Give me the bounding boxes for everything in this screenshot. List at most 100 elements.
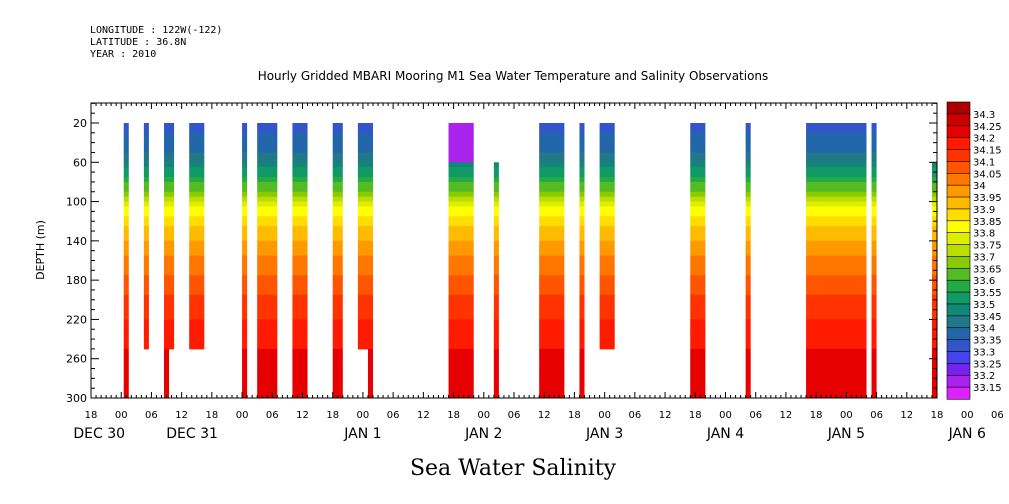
salinity-cell xyxy=(690,162,706,168)
salinity-cell xyxy=(189,132,205,139)
salinity-cell xyxy=(579,255,585,261)
salinity-cell xyxy=(493,226,499,232)
x-day-label: JAN 3 xyxy=(585,426,623,442)
salinity-cell xyxy=(164,304,175,311)
salinity-cell xyxy=(242,142,248,149)
x-tick-label: 12 xyxy=(900,410,913,421)
salinity-cell xyxy=(164,127,175,134)
salinity-cell xyxy=(599,299,615,306)
salinity-cell xyxy=(690,226,706,232)
salinity-cell xyxy=(806,358,867,365)
salinity-cell xyxy=(806,221,867,227)
salinity-cell xyxy=(242,177,248,183)
salinity-cell xyxy=(599,127,615,134)
salinity-cell xyxy=(579,388,585,394)
salinity-cell xyxy=(599,240,615,247)
salinity-cell xyxy=(123,216,129,222)
salinity-cell xyxy=(493,162,499,168)
salinity-cell xyxy=(931,309,937,316)
salinity-cell xyxy=(745,196,751,203)
salinity-cell xyxy=(493,294,499,301)
salinity-cell xyxy=(579,152,585,158)
colorbar-swatch xyxy=(946,196,971,210)
salinity-cell xyxy=(599,162,615,168)
salinity-cell xyxy=(357,127,373,134)
colorbar-swatch xyxy=(946,244,971,258)
salinity-cell xyxy=(189,250,205,257)
salinity-cell xyxy=(871,275,877,281)
salinity-cell xyxy=(871,260,877,266)
salinity-cell xyxy=(332,353,343,360)
salinity-cell xyxy=(123,137,129,144)
salinity-cell xyxy=(123,299,129,306)
salinity-cell xyxy=(357,196,373,203)
salinity-cell xyxy=(931,226,937,232)
y-tick-label: 300 xyxy=(66,392,87,405)
salinity-cell xyxy=(806,137,867,144)
salinity-cell xyxy=(242,181,248,188)
colorbar-swatch xyxy=(946,386,971,400)
salinity-cell xyxy=(189,260,205,266)
x-day-label: JAN 2 xyxy=(464,426,502,442)
salinity-cell xyxy=(292,216,308,222)
salinity-cell xyxy=(164,245,175,252)
colorbar-label: 33.5 xyxy=(973,300,995,311)
salinity-cell xyxy=(539,373,565,379)
salinity-cell xyxy=(579,275,585,281)
salinity-cell xyxy=(292,270,308,276)
salinity-cell xyxy=(690,324,706,330)
salinity-cell xyxy=(931,378,937,384)
salinity-cell xyxy=(448,358,474,365)
salinity-cell xyxy=(332,304,343,311)
salinity-cell xyxy=(143,289,149,296)
salinity-cell xyxy=(292,343,308,350)
salinity-cell xyxy=(931,240,937,247)
colorbar-swatch xyxy=(946,172,971,186)
salinity-cell xyxy=(806,378,867,384)
salinity-cell xyxy=(448,353,474,360)
salinity-cell xyxy=(257,201,278,207)
salinity-cell xyxy=(292,162,308,168)
salinity-cell xyxy=(123,127,129,134)
salinity-cell xyxy=(123,177,129,183)
salinity-cell xyxy=(579,235,585,242)
salinity-cell xyxy=(332,191,343,198)
salinity-cell xyxy=(123,186,129,193)
colorbar-label: 33.8 xyxy=(973,229,995,240)
salinity-cell xyxy=(164,250,175,257)
salinity-cell xyxy=(745,216,751,222)
salinity-cell xyxy=(242,206,248,212)
salinity-cell xyxy=(806,339,867,345)
salinity-cell xyxy=(189,172,205,178)
data-segment xyxy=(332,123,343,399)
salinity-cell xyxy=(164,211,175,217)
salinity-cell xyxy=(292,393,308,399)
salinity-cell xyxy=(539,363,565,370)
salinity-cell xyxy=(357,191,373,198)
salinity-cell xyxy=(690,294,706,301)
salinity-cell xyxy=(690,358,706,365)
salinity-cell xyxy=(806,186,867,193)
salinity-cell xyxy=(539,186,565,193)
salinity-cell xyxy=(871,181,877,188)
salinity-cell xyxy=(448,245,474,252)
salinity-cell xyxy=(745,343,751,350)
salinity-cell xyxy=(257,231,278,237)
salinity-cell xyxy=(257,235,278,242)
salinity-cell xyxy=(806,226,867,232)
data-segment xyxy=(123,123,129,399)
salinity-cell xyxy=(806,329,867,335)
salinity-cell xyxy=(332,339,343,345)
salinity-cell xyxy=(189,265,205,271)
salinity-cell xyxy=(599,216,615,222)
salinity-cell xyxy=(242,235,248,242)
salinity-cell xyxy=(579,265,585,271)
salinity-cell xyxy=(257,152,278,158)
salinity-cell xyxy=(871,245,877,252)
salinity-cell xyxy=(448,250,474,257)
salinity-cell xyxy=(143,132,149,139)
salinity-cell xyxy=(257,250,278,257)
salinity-cell xyxy=(357,137,373,144)
salinity-cell xyxy=(539,177,565,183)
salinity-cell xyxy=(539,260,565,266)
